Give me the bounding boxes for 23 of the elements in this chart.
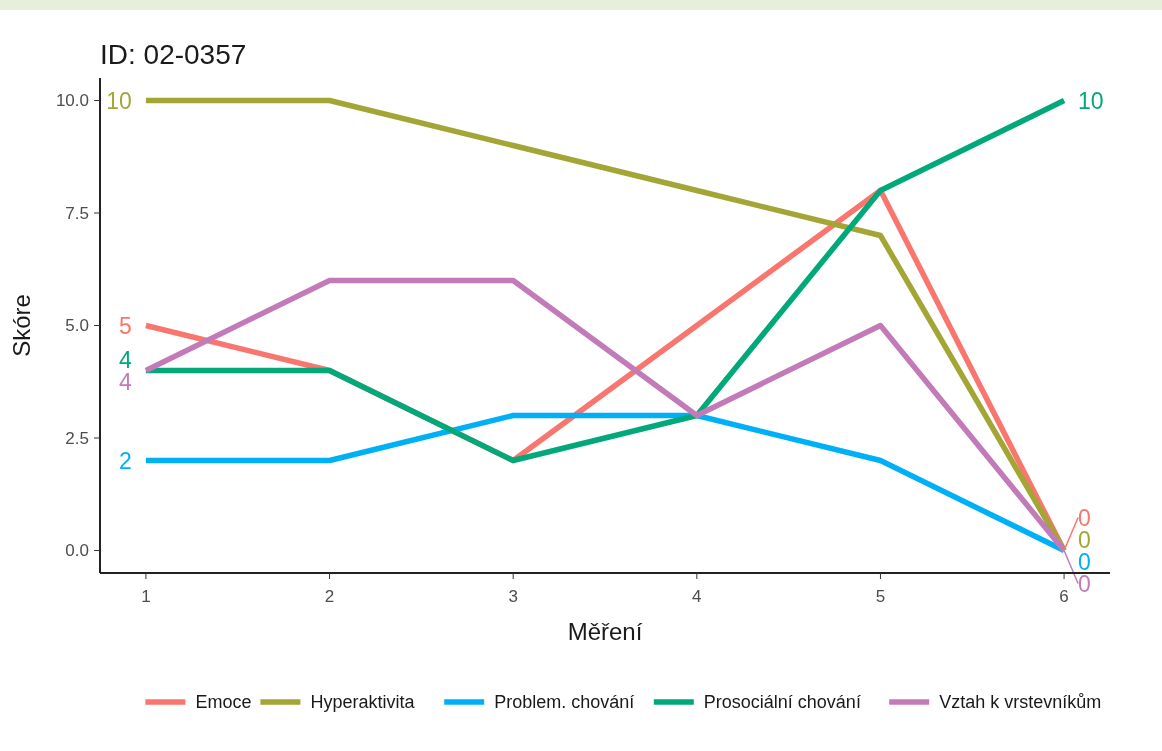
y-tick-label: 2.5 <box>65 428 89 448</box>
legend-label: Vztah k vrstevníkům <box>939 692 1102 713</box>
data-label: 10 <box>106 87 132 114</box>
legend-label: Prosociální chování <box>703 692 861 713</box>
data-label: 2 <box>119 447 132 474</box>
x-tick-label: 4 <box>692 587 702 606</box>
y-axis-title: Skóre <box>8 294 35 357</box>
data-label: 5 <box>119 312 132 339</box>
y-tick-label: 5.0 <box>65 316 89 336</box>
x-tick-label: 3 <box>508 587 518 606</box>
x-tick-label: 6 <box>1059 587 1069 606</box>
y-tick-label: 7.5 <box>65 203 89 223</box>
x-tick-label: 5 <box>875 587 886 606</box>
y-tick-label: 10.0 <box>55 91 89 111</box>
x-axis-title: Měření <box>567 618 643 645</box>
legend-label: Emoce <box>195 692 252 713</box>
legend-label: Hyperaktivita <box>310 692 416 713</box>
legend-label: Problem. chování <box>494 692 635 713</box>
y-tick-label: 0.0 <box>65 541 89 561</box>
data-label: 10 <box>1078 87 1104 114</box>
chart-title: ID: 02-0357 <box>100 39 247 70</box>
x-tick-label: 1 <box>141 587 151 606</box>
x-tick-label: 2 <box>324 587 335 606</box>
